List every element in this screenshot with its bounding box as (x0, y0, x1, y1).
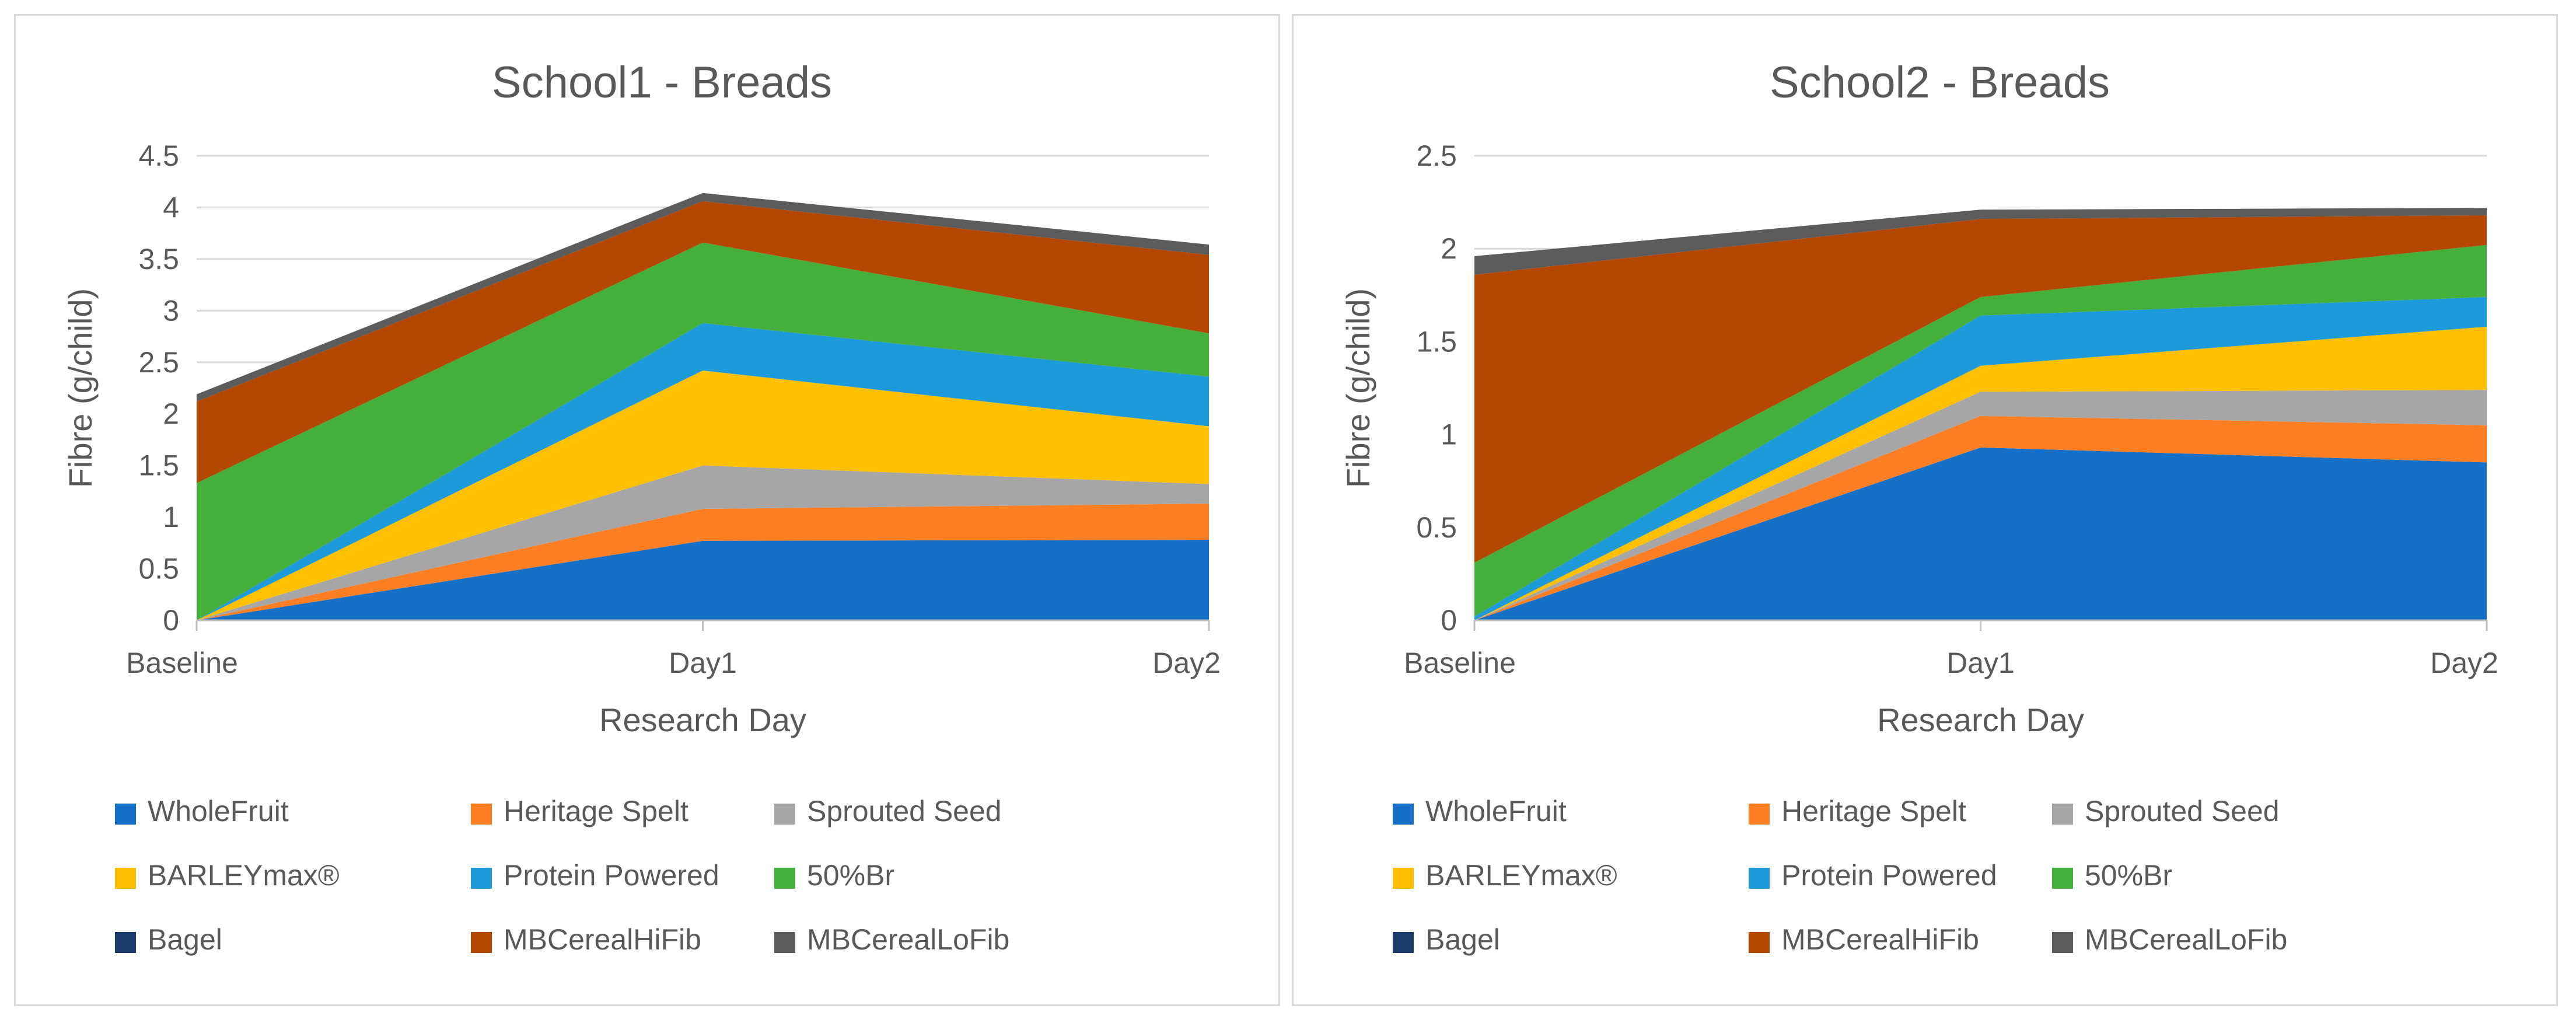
area-barleymax (1474, 326, 2487, 620)
y-tick-label: 0 (1441, 604, 1457, 637)
x-tick-label: Baseline (126, 647, 238, 679)
area-mbcerealhifib (1474, 215, 2487, 563)
legend-swatch-mbcerealhifib (1749, 932, 1770, 953)
legend-swatch-sprouted-seed (774, 804, 795, 825)
legend-swatch-sprouted-seed (2052, 804, 2073, 825)
legend-label-protein-powered: Protein Powered (504, 859, 719, 892)
area-sprouted-seed (197, 465, 1209, 620)
x-tick-label: Baseline (1404, 647, 1516, 679)
area-wholefruit (197, 540, 1209, 620)
legend-swatch-mbcereallofib (774, 932, 795, 953)
x-tick-label: Day2 (1152, 647, 1221, 679)
legend-swatch-protein-powered (1749, 868, 1770, 889)
x-axis-title: Research Day (599, 701, 806, 738)
y-tick-label: 2.5 (138, 346, 179, 379)
chart-school2: School2 - Breads 0 0.5 1 1.5 2 2.5 Baseline Day1… (1340, 58, 2498, 956)
chart-title: School1 - Breads (492, 58, 832, 107)
legend-swatch-heritage-spelt (1749, 804, 1770, 825)
legend-label-heritage-spelt: Heritage Spelt (504, 795, 688, 828)
y-tick-label: 4 (163, 191, 179, 224)
x-axis-title: Research Day (1877, 701, 2084, 738)
legend-label-barleymax: BARLEYmax® (148, 859, 340, 892)
area-heritage-spelt (1474, 416, 2487, 620)
legend-label-barleymax: BARLEYmax® (1425, 859, 1617, 892)
y-tick-label: 1 (1441, 418, 1457, 451)
y-axis-title: Fibre (g/child) (1340, 288, 1376, 488)
y-tick-label: 0.5 (1416, 511, 1457, 544)
legend-swatch-heritage-spelt (471, 804, 492, 825)
y-axis-title: Fibre (g/child) (62, 288, 99, 488)
area-barleymax (197, 370, 1209, 620)
area-mbcerealhifib (197, 201, 1209, 483)
legend-swatch-mbcerealhifib (471, 932, 492, 953)
area-protein-powered (197, 323, 1209, 620)
legend-label-wholefruit: WholeFruit (1425, 795, 1567, 828)
legend-label-mbcereallofib: MBCerealLoFib (807, 923, 1009, 956)
legend-swatch-wholefruit (1393, 804, 1414, 825)
area-mbcereallofib (1474, 208, 2487, 275)
y-tick-label: 1.5 (1416, 325, 1457, 358)
legend-label-50-br: 50%Br (807, 859, 894, 892)
legend-swatch-barleymax (115, 868, 136, 889)
legend-label-bagel: Bagel (1425, 923, 1500, 956)
legend-swatch-bagel (115, 932, 136, 953)
chart-panel-school2: School2 - Breads 0 0.5 1 1.5 2 2.5 Baseline Day1… (1292, 14, 2558, 1006)
area-50-br (1474, 245, 2487, 617)
legend-swatch-wholefruit (115, 804, 136, 825)
legend-label-50-br: 50%Br (2085, 859, 2172, 892)
y-tick-label: 0 (163, 604, 179, 637)
legend-swatch-bagel (1393, 932, 1414, 953)
x-tick-label: Day1 (1946, 647, 2015, 679)
y-tick-label: 2 (163, 397, 179, 430)
chart-title: School2 - Breads (1770, 58, 2110, 107)
legend-swatch-mbcereallofib (2052, 932, 2073, 953)
legend-label-sprouted-seed: Sprouted Seed (2085, 795, 2280, 828)
legend-label-mbcerealhifib: MBCerealHiFib (504, 923, 701, 956)
legend-swatch-50-br (774, 868, 795, 889)
y-tick-label: 0.5 (138, 553, 179, 585)
legend-swatch-barleymax (1393, 868, 1414, 889)
y-tick-label: 1 (163, 501, 179, 533)
y-tick-label: 3 (163, 294, 179, 327)
legend-label-wholefruit: WholeFruit (148, 795, 289, 828)
legend-label-mbcerealhifib: MBCerealHiFib (1781, 923, 1979, 956)
y-tick-label: 3.5 (138, 243, 179, 275)
legend-label-sprouted-seed: Sprouted Seed (807, 795, 1002, 828)
legend-swatch-50-br (2052, 868, 2073, 889)
area-heritage-spelt (197, 504, 1209, 620)
y-tick-label: 2 (1441, 232, 1457, 265)
legend-label-protein-powered: Protein Powered (1781, 859, 1997, 892)
x-tick-label: Day2 (2430, 647, 2498, 679)
y-tick-label: 2.5 (1416, 139, 1457, 172)
area-wholefruit (1474, 447, 2487, 620)
y-tick-label: 1.5 (138, 449, 179, 482)
legend-swatch-protein-powered (471, 868, 492, 889)
chart-school1: School1 - Breads 0 0.5 1 1.5 2 2.5 3 3.5 4 4.5 Base… (62, 58, 1221, 956)
area-protein-powered (1474, 297, 2487, 620)
legend-label-bagel: Bagel (148, 923, 222, 956)
chart-panel-school1: School1 - Breads 0 0.5 1 1.5 2 2.5 3 3.5 4 4.5 Base… (14, 14, 1280, 1006)
x-tick-label: Day1 (669, 647, 737, 679)
area-50-br (197, 242, 1209, 621)
legend-label-heritage-spelt: Heritage Spelt (1781, 795, 1966, 828)
legend-label-mbcereallofib: MBCerealLoFib (2085, 923, 2287, 956)
y-tick-label: 4.5 (138, 139, 179, 172)
area-sprouted-seed (1474, 390, 2487, 620)
